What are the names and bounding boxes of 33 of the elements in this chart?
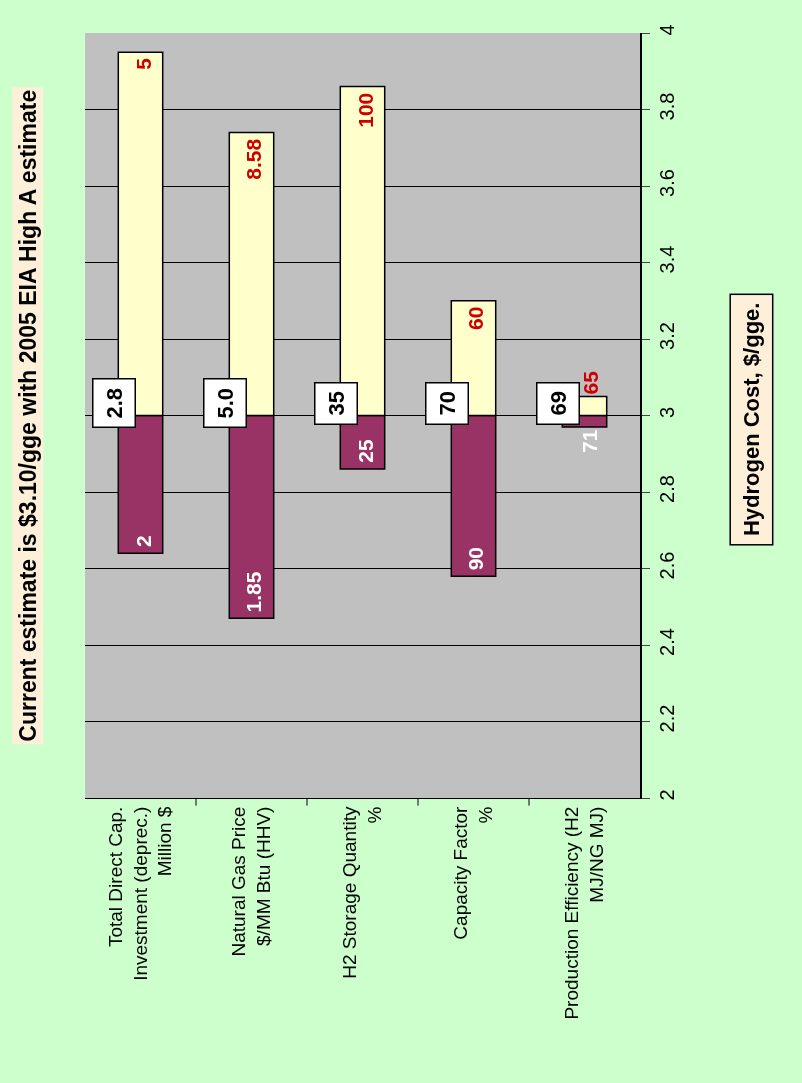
y-tick-label: 2.2 xyxy=(655,704,678,733)
y-tick-label: 3 xyxy=(655,406,678,419)
x-tick-label: Total Direct Cap. Investment (deprec.) Million $ xyxy=(104,806,176,981)
text: Current estimate is $3.10/gge with 2005 EIA High A estimate xyxy=(14,89,41,742)
y-tick-label: 2.8 xyxy=(655,475,678,503)
y-tick-label: 2.6 xyxy=(655,551,678,580)
annotation: 69 xyxy=(545,391,571,416)
x-tick-label: H2 Storage Quantity % xyxy=(339,806,386,979)
annotation: 1.85 xyxy=(242,571,265,613)
y-tick-label: 2.4 xyxy=(655,628,678,656)
annotation: 60 xyxy=(464,306,488,330)
annotation: 35 xyxy=(323,391,349,416)
x-tick-label: Natural Gas Price $/MM Btu (HHV) xyxy=(228,806,275,957)
annotation: 65 xyxy=(578,370,602,395)
y-axis-title: Hydrogen Cost, $/gge. xyxy=(738,302,764,537)
x-tick-label: Capacity Factor % xyxy=(450,805,497,940)
y-tick-label: 3.6 xyxy=(655,169,678,197)
annotation: 5.0 xyxy=(212,387,238,419)
annotation: 5 xyxy=(131,57,155,70)
x-tick-label: Production Efficiency (H2 MJ/NG MJ) xyxy=(561,806,608,1020)
y-tick-label: 4 xyxy=(655,24,678,36)
annotation: 71 xyxy=(578,429,602,454)
y-tick-label: 3.4 xyxy=(655,245,678,274)
annotation: 8.58 xyxy=(241,138,265,180)
annotation: 70 xyxy=(434,391,460,416)
annotation: 90 xyxy=(464,547,488,571)
annotation: 2 xyxy=(131,535,155,547)
y-tick-label: 2 xyxy=(655,789,678,801)
annotation: 2.8 xyxy=(101,387,127,419)
y-tick-label: 3.2 xyxy=(655,322,678,350)
y-tick-label: 3.8 xyxy=(655,92,678,121)
annotation: 100 xyxy=(353,92,377,128)
annotation: 25 xyxy=(353,439,377,463)
